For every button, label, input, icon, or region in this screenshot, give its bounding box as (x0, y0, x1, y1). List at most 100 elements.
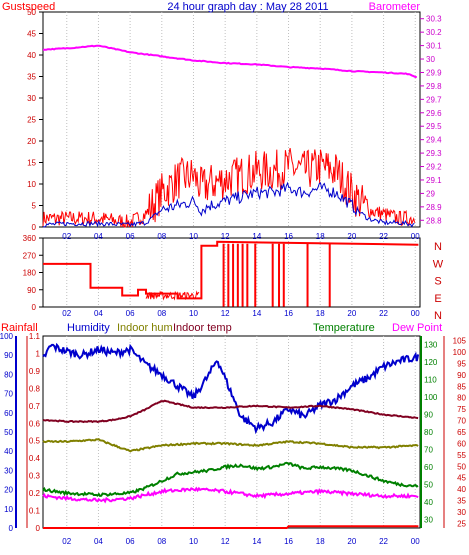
rainfall-label: Rainfall (1, 322, 38, 334)
x-tick-label-wind: 20 (347, 232, 356, 241)
rainfall-axis-tick-label: 0.6 (29, 419, 41, 428)
barometer-axis-tick-label: 30 (426, 55, 435, 64)
dewpoint-axis-tick-label: 45 (457, 474, 466, 483)
chart-title: 24 hour graph day : May 28 2011 (167, 1, 328, 13)
temperature-axis-tick-label: 50 (424, 480, 433, 489)
rainfall-axis-tick-label: 1.1 (29, 332, 41, 341)
barometer-axis-tick-label: 29.3 (426, 149, 442, 158)
compass-label: W (433, 258, 444, 270)
x-tick-label-direction: 06 (126, 309, 135, 318)
temperature-axis-tick-label: 110 (424, 376, 437, 385)
x-tick-label-wind: 10 (189, 232, 198, 241)
temperature-axis-tick-label: 30 (424, 515, 433, 524)
temperature-axis-tick-label: 130 (424, 341, 438, 350)
x-tick-label-direction: 12 (221, 309, 230, 318)
compass-label: N (434, 241, 442, 253)
temperature-axis-tick-label: 40 (424, 498, 433, 507)
temperature-axis-tick-label: 70 (424, 445, 433, 454)
gustspeed-label: Gustspeed (2, 1, 55, 13)
x-tick-label-direction: 18 (316, 309, 325, 318)
x-tick-label-temperature: 16 (284, 537, 293, 546)
humidity-axis-tick-label: 70 (4, 390, 13, 399)
temperature-axis-tick-label: 100 (424, 393, 438, 402)
humidity-axis-tick-label: 60 (4, 409, 13, 418)
barometer-label: Barometer (369, 1, 421, 13)
humidity-axis-tick-label: 80 (4, 370, 13, 379)
dewpoint-axis-tick-label: 30 (457, 508, 466, 517)
humidity-axis-tick-label: 20 (4, 486, 13, 495)
x-tick-label-direction: 14 (252, 309, 261, 318)
gust-axis-tick-label: 0 (32, 223, 37, 232)
rainfall-line (43, 525, 419, 529)
x-tick-label-temperature: 06 (126, 537, 135, 546)
indoor-temp-line (42, 399, 419, 424)
humidity-axis-tick-label: 100 (0, 332, 14, 341)
temperature-axis-tick-label: 60 (424, 463, 433, 472)
indoor-temp-label: Indoor temp (173, 322, 232, 334)
barometer-axis-tick-label: 29.4 (426, 136, 442, 145)
barometer-axis-tick-label: 28.9 (426, 203, 442, 212)
rainfall-axis-tick-label: 0.8 (29, 384, 41, 393)
rainfall-axis-tick-label: 0.2 (29, 489, 41, 498)
x-tick-label-wind: 06 (126, 232, 135, 241)
barometer-axis-tick-label: 29 (426, 189, 435, 198)
rainfall-axis-tick-label: 0.7 (29, 402, 41, 411)
windspeed-line (43, 181, 415, 228)
barometer-axis-tick-label: 29.1 (426, 176, 442, 185)
x-tick-label-temperature: 10 (189, 537, 198, 546)
barometer-axis-tick-label: 28.8 (426, 216, 442, 225)
barometer-axis-tick-label: 29.7 (426, 95, 442, 104)
direction-axis-tick-label: 270 (23, 251, 37, 260)
humidity-axis-tick-label: 10 (4, 505, 13, 514)
dewpoint-axis-tick-label: 35 (457, 497, 466, 506)
x-tick-label-direction: 10 (189, 309, 198, 318)
dewpoint-axis-tick-label: 40 (457, 485, 466, 494)
x-tick-label-temperature: 22 (379, 537, 388, 546)
barometer-axis-tick-label: 29.6 (426, 109, 442, 118)
dewpoint-axis-tick-label: 60 (457, 439, 466, 448)
x-tick-label-wind: 04 (94, 232, 103, 241)
gust-axis-tick-label: 50 (27, 8, 36, 17)
x-tick-label-direction: 00 (411, 309, 420, 318)
barometer-axis-tick-label: 29.5 (426, 122, 442, 131)
rainfall-axis-tick-label: 0.9 (29, 367, 41, 376)
x-tick-label-direction: 04 (94, 309, 103, 318)
temperature-axis-tick-label: 90 (424, 411, 433, 420)
x-tick-label-wind: 00 (411, 232, 420, 241)
barometer-axis-tick-label: 30.3 (426, 15, 442, 24)
dewpoint-axis-tick-label: 85 (457, 382, 466, 391)
gust-axis-tick-label: 20 (27, 137, 36, 146)
barometer-line (42, 44, 417, 79)
direction-axis-tick-label: 180 (23, 269, 37, 278)
series-lines (42, 44, 420, 529)
x-tick-label-direction: 08 (157, 309, 166, 318)
x-tick-label-temperature: 04 (94, 537, 103, 546)
x-tick-label-temperature: 20 (347, 537, 356, 546)
x-tick-label-temperature: 14 (252, 537, 261, 546)
humidity-label: Humidity (67, 322, 110, 334)
wind-direction-noise (145, 290, 200, 301)
rainfall-axis-tick-label: 1 (36, 349, 41, 358)
humidity-axis-tick-label: 90 (4, 351, 13, 360)
x-tick-label-direction: 22 (379, 309, 388, 318)
temperature-axis-tick-label: 120 (424, 358, 438, 367)
temperature-label: Temperature (313, 322, 375, 334)
direction-axis-tick-label: 90 (27, 286, 36, 295)
rainfall-axis-tick-label: 0.4 (29, 454, 41, 463)
gust-axis-tick-label: 5 (32, 202, 37, 211)
x-tick-label-wind: 22 (379, 232, 388, 241)
gust-axis-tick-label: 15 (27, 159, 36, 168)
x-tick-label-wind: 16 (284, 232, 293, 241)
tick-labels: 0202020404040606060808081010101212121414… (0, 8, 467, 546)
x-tick-label-wind: 02 (62, 232, 71, 241)
barometer-axis-tick-label: 30.2 (426, 28, 442, 37)
dewpoint-axis-tick-label: 80 (457, 394, 466, 403)
dew-point-label: Dew Point (392, 322, 442, 334)
barometer-axis-tick-label: 29.8 (426, 82, 442, 91)
direction-axis-tick-label: 0 (32, 303, 37, 312)
gust-axis-tick-label: 35 (27, 73, 36, 82)
wind-direction-line (43, 240, 419, 300)
x-tick-label-wind: 14 (252, 232, 261, 241)
x-tick-label-direction: 20 (347, 309, 356, 318)
